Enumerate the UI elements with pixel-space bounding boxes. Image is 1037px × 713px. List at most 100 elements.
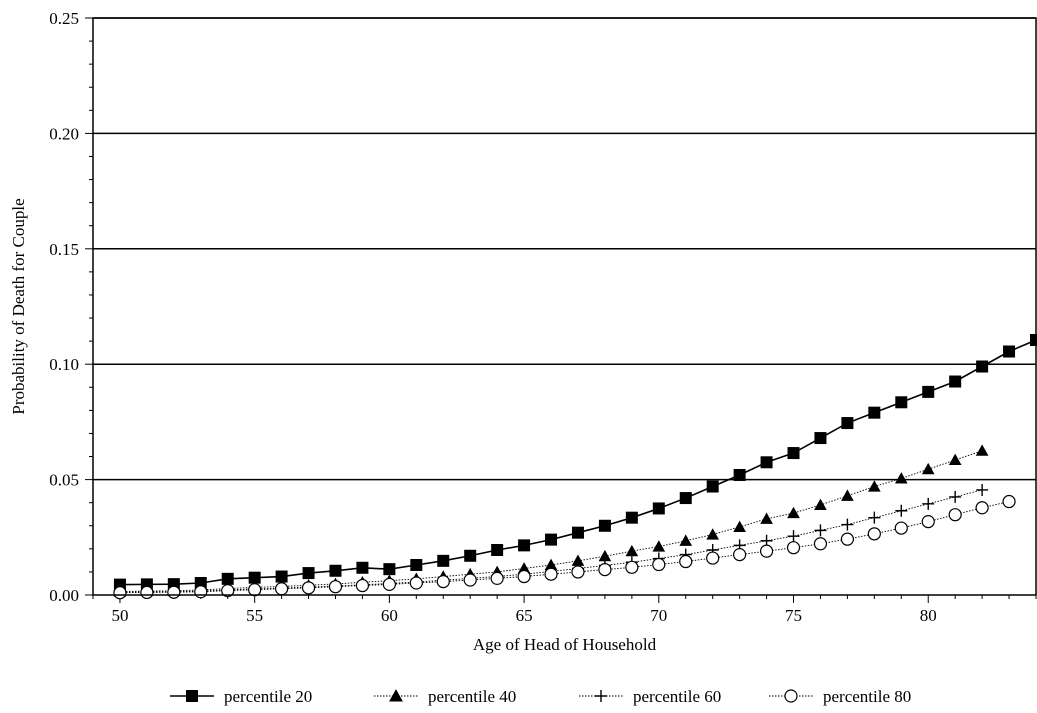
x-tick-label: 70	[650, 606, 667, 625]
data-point	[140, 585, 154, 600]
y-tick-label: 0.00	[49, 586, 79, 605]
data-point	[922, 497, 935, 510]
data-point	[301, 581, 316, 595]
data-point	[598, 563, 612, 577]
legend-marker	[784, 689, 798, 703]
data-point	[759, 544, 774, 558]
data-point	[248, 583, 262, 597]
data-point	[868, 511, 881, 524]
series-4	[113, 494, 1016, 600]
legend: percentile 20 percentile 40 percentile 60 p…	[170, 687, 911, 706]
data-point	[491, 543, 504, 556]
data-point	[571, 565, 585, 579]
data-point	[625, 511, 638, 524]
data-point	[706, 551, 720, 565]
data-point	[706, 528, 720, 540]
data-point	[976, 360, 989, 373]
legend-label: percentile 40	[428, 687, 516, 706]
legend-item: percentile 60	[579, 687, 721, 706]
legend-label: percentile 60	[633, 687, 721, 706]
data-point	[921, 462, 935, 475]
data-point	[517, 562, 531, 574]
series-line	[119, 339, 1037, 586]
data-point	[490, 571, 504, 585]
data-point	[113, 586, 127, 600]
data-point	[760, 456, 773, 469]
data-point	[975, 501, 989, 515]
data-point	[571, 526, 584, 539]
legend-item: percentile 80	[769, 687, 911, 706]
x-tick-label: 60	[381, 606, 398, 625]
data-point	[329, 564, 342, 577]
data-point	[518, 539, 531, 552]
data-point	[221, 572, 234, 585]
data-point	[706, 480, 719, 493]
tick-labels: 0.00 0.05 0.10 0.15 0.20 0.25 50 55 60 65 70 75 80	[49, 9, 936, 625]
y-tick-label: 0.20	[49, 124, 79, 143]
data-point	[787, 447, 800, 460]
data-point	[814, 432, 827, 445]
data-point	[571, 554, 585, 566]
data-point	[787, 506, 800, 519]
legend-label: percentile 80	[823, 687, 911, 706]
legend-marker	[186, 690, 198, 702]
data-point	[302, 567, 315, 580]
data-point	[652, 502, 665, 515]
data-point	[1003, 345, 1016, 358]
data-point	[841, 417, 854, 430]
data-point	[868, 406, 881, 419]
data-point	[786, 541, 801, 555]
data-point	[1030, 333, 1037, 346]
x-axis-title: Age of Head of Household	[473, 635, 657, 654]
data-point	[275, 570, 288, 583]
legend-marker	[595, 690, 607, 702]
data-point	[221, 584, 235, 598]
data-point	[841, 518, 854, 531]
x-tick-label: 50	[111, 606, 128, 625]
data-point	[409, 576, 423, 590]
data-point	[652, 557, 666, 572]
data-point	[1002, 494, 1016, 509]
data-point	[356, 561, 369, 574]
data-point	[949, 375, 962, 388]
data-point	[814, 498, 827, 511]
data-point	[437, 554, 450, 567]
data-point	[975, 444, 989, 456]
data-point	[436, 575, 450, 589]
data-point	[383, 563, 396, 576]
data-point	[248, 571, 261, 584]
data-point	[733, 520, 746, 532]
data-point	[948, 508, 962, 522]
data-point	[464, 549, 477, 562]
series-1	[113, 333, 1037, 591]
data-point	[652, 540, 666, 552]
data-point	[625, 544, 639, 557]
legend-item: percentile 20	[170, 687, 312, 706]
series-layer	[113, 333, 1037, 600]
data-point	[894, 472, 908, 484]
data-point	[921, 515, 935, 529]
data-point	[922, 385, 935, 398]
series-line	[119, 501, 1010, 594]
data-point	[679, 534, 693, 546]
data-point	[625, 560, 639, 574]
data-point	[733, 548, 747, 562]
data-point	[976, 483, 989, 496]
axis-ticks	[85, 17, 1037, 603]
data-point	[813, 537, 828, 551]
x-tick-label: 65	[516, 606, 533, 625]
data-point	[948, 453, 962, 466]
data-point	[598, 549, 612, 562]
y-tick-label: 0.05	[49, 471, 79, 490]
y-tick-label: 0.15	[49, 240, 79, 259]
data-point	[544, 567, 558, 581]
data-point	[275, 582, 289, 596]
y-axis-title: Probability of Death for Couple	[9, 198, 28, 414]
x-tick-label: 55	[246, 606, 263, 625]
plot-frame	[92, 17, 1037, 596]
data-point	[733, 468, 746, 481]
data-point	[167, 585, 181, 599]
data-point	[840, 532, 855, 546]
data-point	[679, 492, 692, 505]
